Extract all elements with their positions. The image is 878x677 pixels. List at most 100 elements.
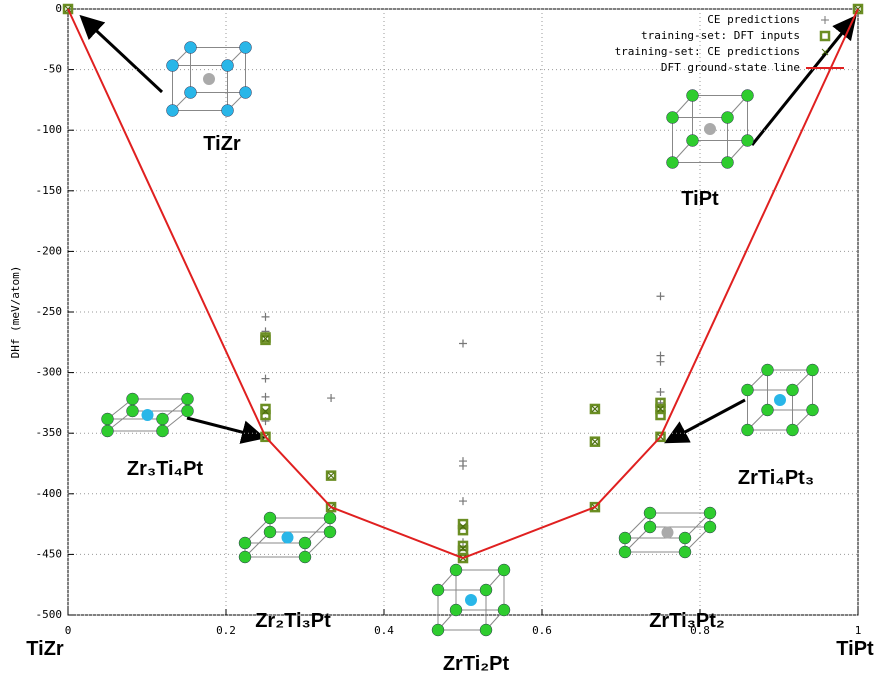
atom	[282, 532, 294, 544]
atom	[762, 364, 774, 376]
y-tick-label: -200	[36, 244, 63, 257]
atom	[450, 604, 462, 616]
chart: DHf (meV/atom) 0-50-100-150-200-250-300-…	[0, 0, 878, 677]
crystal-sketch	[619, 507, 716, 558]
legend-swatch	[821, 32, 829, 40]
atom	[142, 409, 154, 421]
atom	[687, 135, 699, 147]
atom	[679, 546, 691, 558]
point	[657, 358, 665, 366]
y-tick-label: -100	[36, 123, 63, 136]
atom	[239, 537, 251, 549]
atom	[704, 521, 716, 533]
point	[459, 462, 467, 470]
atom	[722, 157, 734, 169]
atom	[127, 393, 139, 405]
legend-label: CE predictions	[707, 13, 800, 26]
annotation: ZrTi₃Pt₂	[649, 610, 725, 632]
atom	[774, 394, 786, 406]
atom	[182, 405, 194, 417]
atom	[167, 60, 179, 72]
legend-label: training-set: CE predictions	[615, 45, 800, 58]
point	[327, 394, 335, 402]
y-tick-label: -500	[36, 608, 63, 621]
atom	[662, 527, 674, 539]
atom	[787, 424, 799, 436]
annotation: ZrTi₄Pt₃	[738, 467, 814, 489]
atom	[498, 564, 510, 576]
atom	[644, 521, 656, 533]
point	[657, 388, 665, 396]
atom	[102, 413, 114, 425]
annotation: Zr₃Ti₄Pt	[127, 458, 204, 480]
legend-label: training-set: DFT inputs	[641, 29, 800, 42]
atom	[239, 551, 251, 563]
y-tick-label: -400	[36, 487, 63, 500]
point	[459, 340, 467, 348]
atom	[465, 594, 477, 606]
atom	[450, 564, 462, 576]
atom	[619, 546, 631, 558]
atom	[742, 384, 754, 396]
point	[328, 473, 334, 479]
y-tick-label: -450	[36, 547, 63, 560]
point	[262, 336, 270, 344]
atom	[222, 105, 234, 117]
atom	[498, 604, 510, 616]
atom	[299, 537, 311, 549]
x-tick-label: 0.2	[216, 624, 236, 637]
atom	[299, 551, 311, 563]
atom	[240, 87, 252, 99]
atom	[687, 90, 699, 102]
x-end-label: TiZr	[26, 638, 64, 660]
point	[262, 313, 270, 321]
point	[657, 411, 665, 419]
plot-frame	[68, 9, 858, 615]
point	[262, 375, 270, 383]
x-tick-label: 0.4	[374, 624, 394, 637]
atom	[240, 42, 252, 54]
arrows	[86, 21, 851, 439]
atom	[742, 90, 754, 102]
y-tick-label: -350	[36, 426, 63, 439]
y-tick-label: -150	[36, 184, 63, 197]
atom	[644, 507, 656, 519]
atom	[704, 507, 716, 519]
point	[262, 393, 270, 401]
atom	[182, 393, 194, 405]
annotation: TiZr	[203, 133, 241, 155]
atom	[722, 112, 734, 124]
atom	[667, 157, 679, 169]
point	[592, 439, 598, 445]
atom	[167, 105, 179, 117]
atom	[742, 424, 754, 436]
x-end-label: TiPt	[836, 638, 874, 660]
annotation: Zr₂Ti₃Pt	[255, 610, 331, 632]
point	[592, 406, 598, 412]
crystal-sketch	[167, 42, 252, 117]
legend-swatch	[821, 16, 829, 24]
crystal-sketch	[102, 393, 194, 437]
atom	[264, 512, 276, 524]
atom	[222, 60, 234, 72]
legend-label: DFT ground-state line	[661, 61, 800, 74]
annotation: ZrTi₂Pt	[443, 653, 510, 675]
x-tick-label: 0	[65, 624, 72, 637]
atom	[264, 526, 276, 538]
point	[459, 497, 467, 505]
y-tick-label: -300	[36, 366, 63, 379]
atom	[432, 624, 444, 636]
crystal-sketch	[742, 364, 819, 436]
atom	[787, 384, 799, 396]
atom	[679, 532, 691, 544]
atom	[807, 404, 819, 416]
atom	[127, 405, 139, 417]
atom	[203, 73, 215, 85]
point	[657, 292, 665, 300]
y-tick-label: -250	[36, 305, 63, 318]
atom	[619, 532, 631, 544]
atom	[432, 584, 444, 596]
atom	[102, 425, 114, 437]
atom	[704, 123, 716, 135]
x-tick-label: 1	[855, 624, 862, 637]
